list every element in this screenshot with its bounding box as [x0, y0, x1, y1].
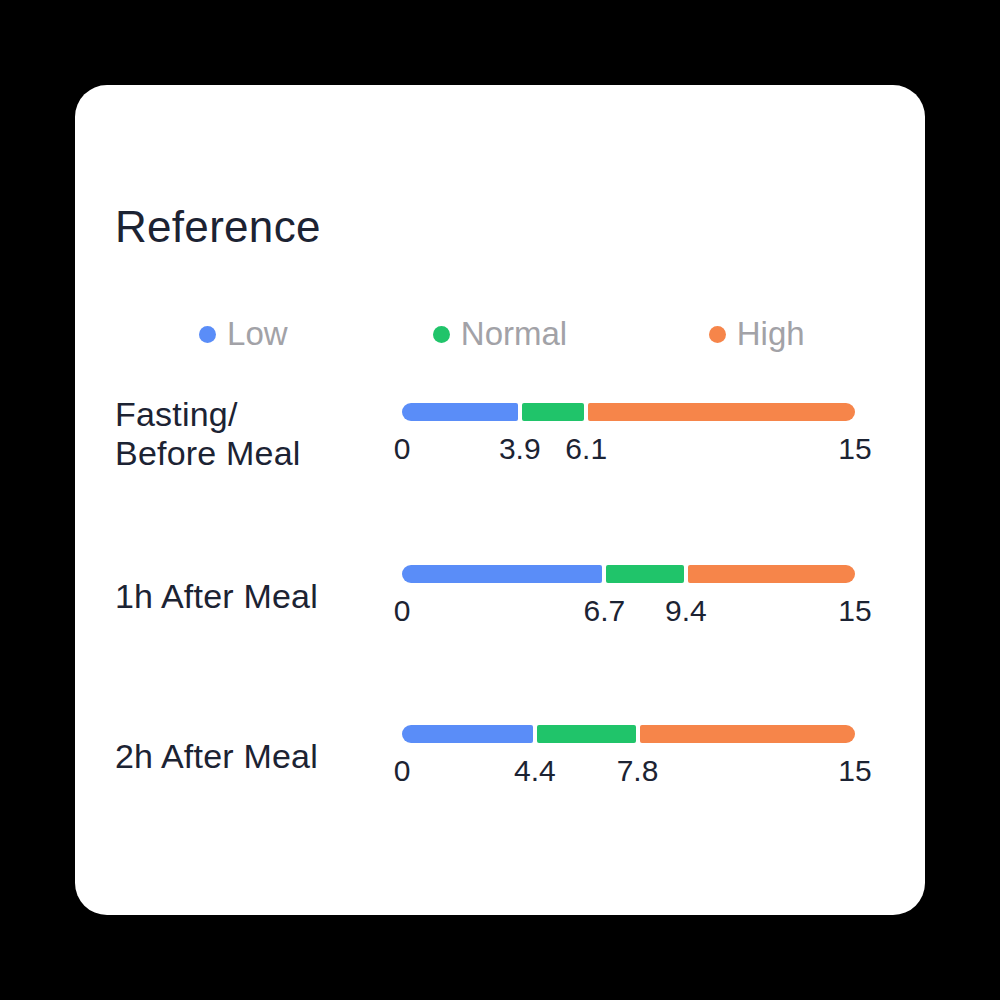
low-range-segment: [402, 403, 518, 421]
low-range-segment: [402, 725, 533, 743]
tick-label: 6.1: [565, 432, 607, 466]
row-label-line: 1h After Meal: [115, 577, 402, 616]
range-bar-area: 0 3.9 6.1 15: [402, 403, 855, 466]
tick-label: 0: [394, 754, 411, 788]
row-label: 1h After Meal: [115, 577, 402, 616]
row-label-line: Before Meal: [115, 434, 402, 473]
tick-label: 15: [838, 432, 871, 466]
range-bar: [402, 403, 855, 421]
legend-label-high: High: [737, 315, 805, 353]
low-range-segment: [402, 565, 602, 583]
screen-background: Reference Low Normal High Fasting/ Befor…: [0, 0, 1000, 1000]
card-title: Reference: [115, 201, 321, 253]
tick-label: 0: [394, 594, 411, 628]
legend-item-high: High: [628, 315, 885, 353]
row-label: Fasting/ Before Meal: [115, 395, 402, 473]
reference-row-2h-after-meal: 2h After Meal 0 4.4 7.8 15: [115, 725, 855, 788]
legend-item-low: Low: [115, 315, 372, 353]
legend-item-normal: Normal: [372, 315, 629, 353]
tick-label: 15: [838, 594, 871, 628]
tick-label: 0: [394, 432, 411, 466]
range-bar-area: 0 6.7 9.4 15: [402, 565, 855, 628]
legend: Low Normal High: [115, 315, 885, 353]
high-range-segment: [640, 725, 855, 743]
normal-range-segment: [537, 725, 636, 743]
legend-label-low: Low: [227, 315, 288, 353]
tick-label: 7.8: [617, 754, 659, 788]
reference-row-fasting: Fasting/ Before Meal 0 3.9 6.1 15: [115, 395, 855, 473]
tick-label: 3.9: [499, 432, 541, 466]
normal-dot-icon: [433, 326, 450, 343]
tick-label: 6.7: [583, 594, 625, 628]
bar-ticks: 0 4.4 7.8 15: [402, 754, 855, 788]
reference-card: Reference Low Normal High Fasting/ Befor…: [75, 85, 925, 915]
row-label: 2h After Meal: [115, 737, 402, 776]
tick-label: 4.4: [514, 754, 556, 788]
normal-range-segment: [522, 403, 584, 421]
range-bar: [402, 725, 855, 743]
tick-label: 15: [838, 754, 871, 788]
reference-row-1h-after-meal: 1h After Meal 0 6.7 9.4 15: [115, 565, 855, 628]
high-range-segment: [588, 403, 855, 421]
range-bar-area: 0 4.4 7.8 15: [402, 725, 855, 788]
tick-label: 9.4: [665, 594, 707, 628]
normal-range-segment: [606, 565, 684, 583]
range-bar: [402, 565, 855, 583]
row-label-line: 2h After Meal: [115, 737, 402, 776]
bar-ticks: 0 3.9 6.1 15: [402, 432, 855, 466]
legend-label-normal: Normal: [461, 315, 567, 353]
bar-ticks: 0 6.7 9.4 15: [402, 594, 855, 628]
high-dot-icon: [709, 326, 726, 343]
high-range-segment: [688, 565, 855, 583]
row-label-line: Fasting/: [115, 395, 402, 434]
low-dot-icon: [199, 326, 216, 343]
